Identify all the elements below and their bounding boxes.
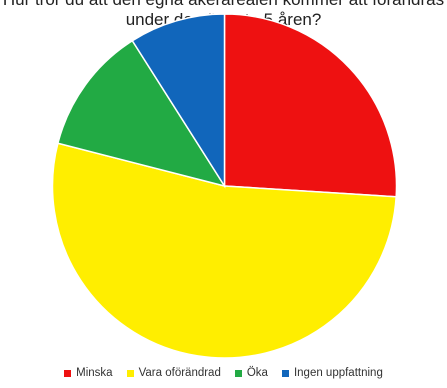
legend-item: Minska (64, 367, 113, 379)
legend-item: Vara oförändrad (126, 367, 221, 379)
legend-label: Öka (246, 367, 268, 379)
pie-slice-1 (223, 13, 398, 198)
pie-slice-4 (131, 13, 226, 189)
legend-swatch (281, 369, 289, 377)
legend-label: Vara oförändrad (138, 367, 221, 379)
chart-legend: Minska Vara oförändrad Öka Ingen uppfattnin… (0, 367, 447, 379)
pie-slice-3 (56, 39, 227, 188)
legend-label: Minska (76, 367, 113, 379)
legend-item: Ingen uppfattning (281, 367, 383, 379)
legend-swatch (234, 369, 242, 377)
legend-swatch (126, 369, 134, 377)
legend-label: Ingen uppfattning (293, 367, 383, 379)
legend-swatch (64, 369, 72, 377)
legend-item: Öka (234, 367, 268, 379)
pie-slice-2 (51, 142, 397, 359)
